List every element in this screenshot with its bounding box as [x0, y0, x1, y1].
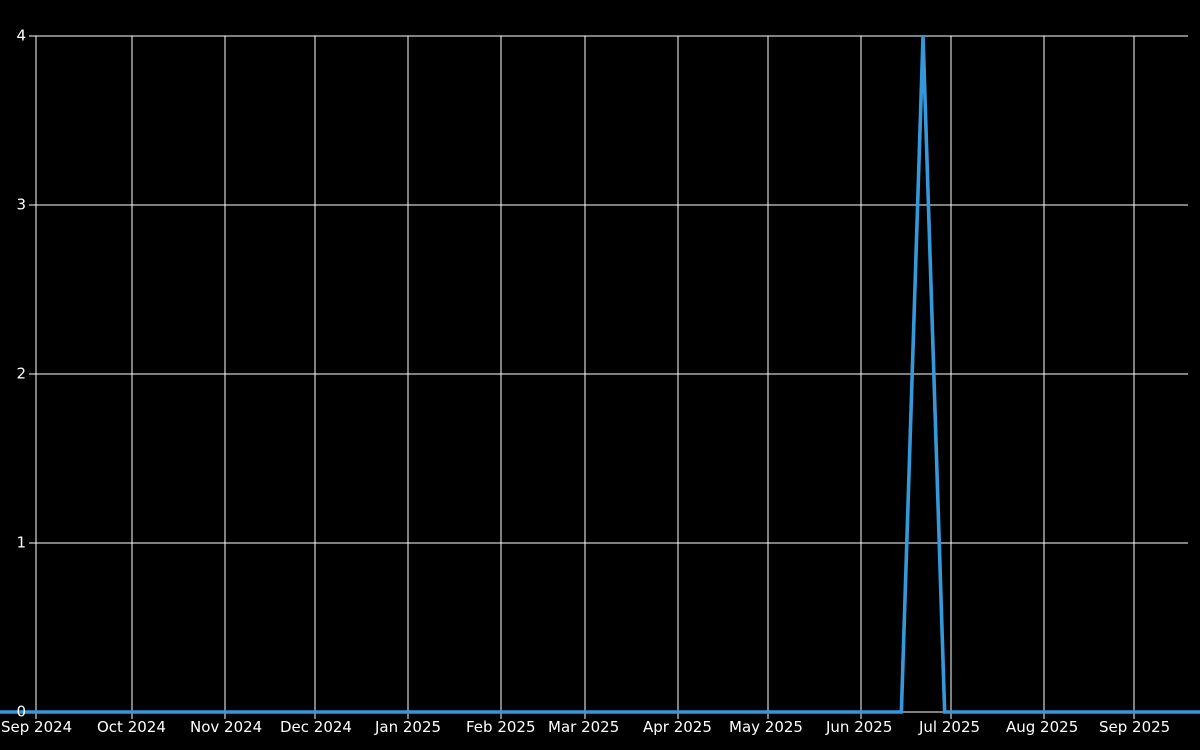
- xtick-label-mar-2025: Mar 2025: [548, 718, 620, 736]
- data-line-commits-per-week: [0, 35, 1200, 714]
- ytick-label-4: 4: [16, 26, 26, 45]
- xtick-label-feb-2025: Feb 2025: [466, 718, 536, 736]
- ytick-label-3: 3: [16, 195, 26, 214]
- xtick-label-sep-2025: Sep 2025: [1099, 718, 1171, 736]
- xtick-label-apr-2025: Apr 2025: [643, 718, 712, 736]
- vertical-gridlines: [35, 36, 1135, 712]
- xtick-label-aug-2025: Aug 2025: [1006, 718, 1079, 736]
- xtick-label-jan-2025: Jan 2025: [375, 718, 442, 736]
- xtick-label-jul-2025: Jul 2025: [919, 718, 981, 736]
- xtick-label-dec-2024: Dec 2024: [280, 718, 352, 736]
- xtick-label-may-2025: May 2025: [729, 718, 803, 736]
- xtick-label-sep-2024: Sep 2024: [1, 718, 73, 736]
- ytick-label-1: 1: [16, 533, 26, 552]
- xtick-label-jun-2025: Jun 2025: [826, 718, 893, 736]
- ytick-label-0: 0: [16, 702, 26, 721]
- ytick-label-2: 2: [16, 364, 26, 383]
- xtick-label-nov-2024: Nov 2024: [190, 718, 263, 736]
- xtick-label-oct-2024: Oct 2024: [97, 718, 166, 736]
